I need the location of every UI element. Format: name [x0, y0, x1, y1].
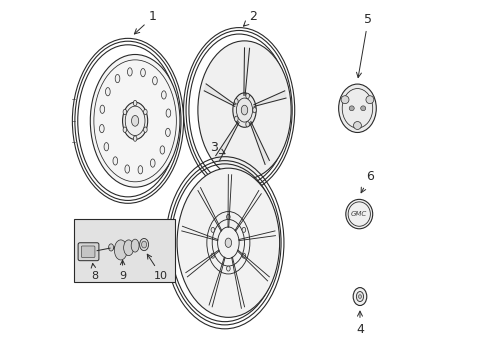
Ellipse shape [115, 75, 120, 83]
Ellipse shape [353, 122, 361, 130]
Text: 1: 1 [134, 10, 157, 34]
Ellipse shape [131, 239, 139, 252]
Ellipse shape [160, 146, 164, 154]
Ellipse shape [139, 238, 148, 251]
Ellipse shape [232, 93, 256, 127]
Polygon shape [244, 48, 249, 95]
Ellipse shape [127, 68, 132, 76]
Ellipse shape [124, 165, 129, 173]
Ellipse shape [198, 41, 290, 179]
Ellipse shape [138, 166, 142, 174]
Text: 2: 2 [243, 10, 257, 26]
Ellipse shape [241, 105, 247, 115]
Text: 4: 4 [355, 311, 363, 336]
Ellipse shape [143, 109, 147, 114]
Ellipse shape [360, 106, 365, 111]
Polygon shape [249, 121, 269, 165]
Text: 5: 5 [356, 13, 371, 77]
Ellipse shape [114, 240, 127, 260]
Ellipse shape [245, 122, 249, 127]
Ellipse shape [341, 96, 348, 104]
Ellipse shape [143, 127, 147, 132]
Text: GMC: GMC [350, 211, 366, 217]
Polygon shape [215, 121, 239, 161]
Ellipse shape [245, 93, 249, 99]
Ellipse shape [358, 295, 361, 298]
Ellipse shape [345, 199, 372, 229]
FancyBboxPatch shape [78, 243, 99, 261]
Ellipse shape [177, 168, 279, 318]
Ellipse shape [99, 125, 104, 133]
Ellipse shape [365, 96, 373, 104]
Ellipse shape [226, 215, 230, 220]
Text: 9: 9 [119, 260, 126, 281]
Ellipse shape [142, 241, 146, 248]
Ellipse shape [224, 238, 231, 247]
Ellipse shape [150, 159, 155, 167]
FancyBboxPatch shape [81, 246, 95, 257]
Ellipse shape [133, 100, 137, 106]
Ellipse shape [100, 105, 104, 113]
Ellipse shape [113, 157, 118, 165]
Ellipse shape [338, 84, 376, 132]
Ellipse shape [152, 77, 157, 85]
Ellipse shape [348, 106, 353, 111]
Ellipse shape [161, 91, 166, 99]
Bar [74, 220, 174, 282]
Ellipse shape [166, 109, 170, 117]
Text: 6: 6 [360, 170, 373, 193]
Text: 10: 10 [147, 254, 168, 281]
Ellipse shape [133, 136, 137, 141]
Ellipse shape [90, 54, 180, 187]
Text: 8: 8 [91, 264, 98, 281]
Ellipse shape [123, 127, 126, 132]
Polygon shape [204, 84, 235, 106]
Ellipse shape [234, 99, 238, 104]
Ellipse shape [141, 68, 145, 77]
Ellipse shape [123, 109, 126, 114]
Ellipse shape [108, 244, 113, 251]
Ellipse shape [242, 227, 245, 232]
Ellipse shape [226, 266, 230, 271]
Ellipse shape [352, 288, 366, 306]
Ellipse shape [234, 116, 238, 121]
Text: 3: 3 [210, 141, 224, 154]
Ellipse shape [165, 128, 170, 136]
Ellipse shape [122, 102, 147, 139]
Polygon shape [253, 91, 285, 106]
Ellipse shape [105, 87, 110, 96]
Ellipse shape [123, 240, 133, 256]
Ellipse shape [242, 253, 245, 258]
Ellipse shape [211, 227, 214, 232]
Ellipse shape [104, 143, 108, 151]
Ellipse shape [356, 292, 363, 302]
Ellipse shape [252, 107, 256, 113]
Ellipse shape [211, 253, 214, 258]
Ellipse shape [131, 116, 139, 126]
